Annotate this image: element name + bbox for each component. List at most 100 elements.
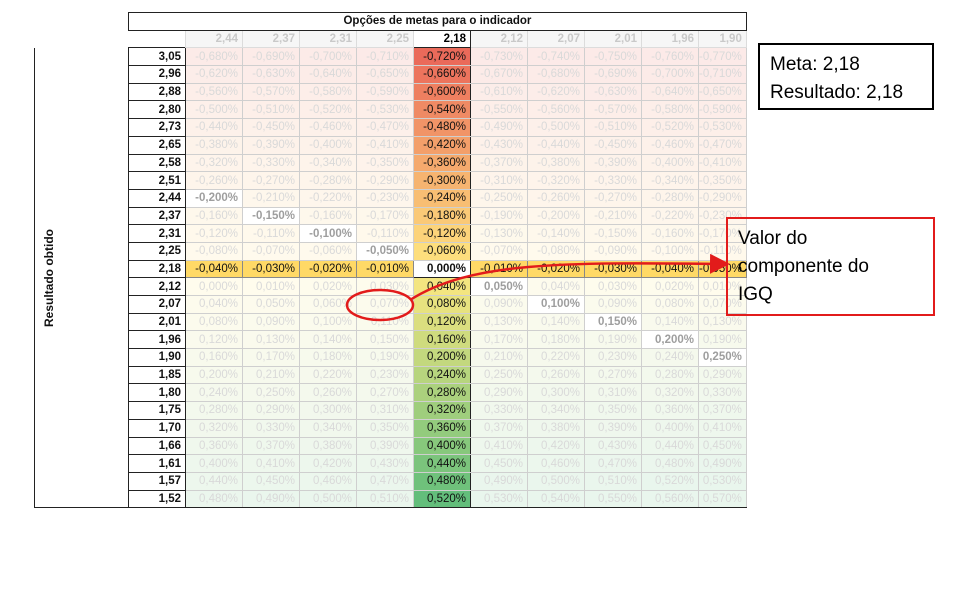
table-row: 2,51 -0,260% -0,270% -0,280% -0,290% -0,300% -… — [35, 171, 747, 190]
value-cell: 0,520% — [413, 489, 471, 509]
value-cell: -0,140% — [527, 224, 585, 243]
row-header: 1,57 — [128, 471, 186, 491]
value-cell: 0,350% — [356, 418, 414, 438]
value-cell: 0,320% — [413, 401, 471, 420]
value-cell: 0,370% — [698, 401, 747, 420]
column-header: 2,12 — [470, 29, 528, 49]
value-cell: -0,720% — [413, 47, 471, 67]
goal-label: Meta: 2,18 — [770, 54, 860, 75]
value-cell: 0,360% — [413, 418, 471, 438]
row-header: 2,51 — [128, 171, 186, 190]
value-cell: -0,400% — [299, 135, 357, 155]
value-cell: 0,260% — [299, 383, 357, 403]
value-cell: -0,220% — [641, 206, 699, 226]
table-row: 1,80 0,240% 0,250% 0,260% 0,270% 0,280% 0,290%… — [35, 383, 747, 403]
value-cell: 0,440% — [185, 471, 243, 491]
value-cell: 0,550% — [584, 489, 642, 509]
value-cell: -0,540% — [413, 100, 471, 120]
row-header: 2,18 — [128, 259, 186, 279]
value-cell: -0,400% — [641, 153, 699, 173]
value-cell: 0,400% — [413, 436, 471, 456]
value-cell: 0,480% — [413, 471, 471, 491]
value-cell: 0,210% — [470, 348, 528, 367]
value-cell: -0,470% — [356, 118, 414, 137]
value-cell: 0,060% — [299, 295, 357, 314]
value-cell: 0,190% — [356, 348, 414, 367]
row-header: 2,31 — [128, 224, 186, 243]
value-cell: 0,200% — [185, 365, 243, 385]
value-cell: -0,620% — [185, 65, 243, 84]
value-cell: 0,420% — [299, 454, 357, 473]
value-cell: -0,160% — [641, 224, 699, 243]
callout-line-3: IGQ — [738, 284, 773, 305]
value-cell: 0,410% — [470, 436, 528, 456]
value-cell: 0,490% — [242, 489, 300, 509]
igq-value-cell: 0,000% — [413, 259, 471, 279]
value-cell: 0,200% — [413, 348, 471, 367]
goal-result-box: Meta: 2,18 Resultado: 2,18 — [758, 43, 934, 110]
column-header: 1,96 — [641, 29, 699, 49]
value-cell: -0,450% — [242, 118, 300, 137]
value-cell: -0,210% — [584, 206, 642, 226]
value-cell: -0,390% — [584, 153, 642, 173]
value-cell: -0,330% — [242, 153, 300, 173]
value-cell: 0,480% — [641, 454, 699, 473]
value-cell: -0,570% — [584, 100, 642, 120]
row-header: 2,12 — [128, 277, 186, 296]
value-cell: 0,010% — [242, 277, 300, 296]
value-cell: -0,460% — [641, 135, 699, 155]
value-cell: 0,040% — [527, 277, 585, 296]
value-cell: 0,150% — [584, 312, 642, 332]
value-cell: -0,170% — [356, 206, 414, 226]
callout-line-2: componente do — [738, 256, 869, 277]
value-cell: -0,600% — [413, 82, 471, 102]
value-cell: -0,630% — [584, 82, 642, 102]
value-cell: -0,030% — [584, 259, 642, 279]
table-row: Resultado obtido 3,05 -0,680% -0,690% -0,700… — [34, 47, 747, 509]
value-cell: -0,680% — [185, 47, 243, 67]
value-cell: 0,220% — [299, 365, 357, 385]
value-cell: -0,640% — [641, 82, 699, 102]
table-row: 2,58 -0,320% -0,330% -0,340% -0,350% -0,360% -… — [35, 153, 747, 173]
value-cell: 0,310% — [584, 383, 642, 403]
row-header: 1,66 — [128, 436, 186, 456]
value-cell: 0,260% — [527, 365, 585, 385]
value-cell: -0,630% — [242, 65, 300, 84]
value-cell: -0,380% — [185, 135, 243, 155]
value-cell: -0,410% — [356, 135, 414, 155]
value-cell: -0,680% — [527, 65, 585, 84]
value-cell: 0,450% — [242, 471, 300, 491]
value-cell: 0,340% — [527, 401, 585, 420]
table-row: 1,61 0,400% 0,410% 0,420% 0,430% 0,440% 0,450%… — [35, 454, 747, 473]
row-header: 1,80 — [128, 383, 186, 403]
value-cell: -0,120% — [413, 224, 471, 243]
value-cell: 0,200% — [641, 330, 699, 350]
value-cell: 0,000% — [185, 277, 243, 296]
column-header: 2,07 — [527, 29, 585, 49]
value-cell: 0,190% — [584, 330, 642, 350]
column-header: 2,18 — [413, 29, 471, 49]
value-cell: 0,170% — [242, 348, 300, 367]
value-cell: -0,480% — [413, 118, 471, 137]
table-row: 2,96 -0,620% -0,630% -0,640% -0,650% -0,660% -… — [35, 65, 747, 84]
value-cell: 0,330% — [470, 401, 528, 420]
table-row: 1,90 0,160% 0,170% 0,180% 0,190% 0,200% 0,210%… — [35, 348, 747, 367]
value-cell: -0,670% — [470, 65, 528, 84]
row-header: 1,52 — [128, 489, 186, 509]
value-cell: 0,290% — [470, 383, 528, 403]
value-cell: -0,330% — [584, 171, 642, 190]
value-cell: 0,100% — [299, 312, 357, 332]
value-cell: -0,100% — [299, 224, 357, 243]
value-cell: 0,410% — [242, 454, 300, 473]
value-cell: -0,500% — [527, 118, 585, 137]
row-header: 2,65 — [128, 135, 186, 155]
value-cell: -0,290% — [356, 171, 414, 190]
value-cell: 0,320% — [185, 418, 243, 438]
value-cell: -0,340% — [299, 153, 357, 173]
value-cell: -0,580% — [641, 100, 699, 120]
value-cell: 0,360% — [641, 401, 699, 420]
table-row: 1,75 0,280% 0,290% 0,300% 0,310% 0,320% 0,330%… — [35, 401, 747, 420]
value-cell: 0,500% — [527, 471, 585, 491]
value-cell: 0,410% — [698, 418, 747, 438]
column-header: 2,01 — [584, 29, 642, 49]
